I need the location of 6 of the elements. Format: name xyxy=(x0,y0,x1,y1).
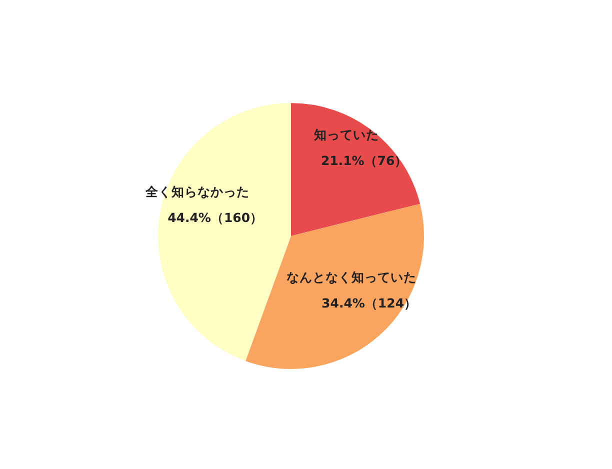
slice-label: 知っていた xyxy=(312,126,379,142)
slice-label: なんとなく知っていた xyxy=(286,269,416,284)
slice-label: 全く知らなかった xyxy=(144,184,250,200)
data-label: 21.1%（76） xyxy=(320,152,408,168)
data-label: 34.4%（124） xyxy=(322,295,418,310)
data-label: 44.4%（160） xyxy=(168,210,264,226)
